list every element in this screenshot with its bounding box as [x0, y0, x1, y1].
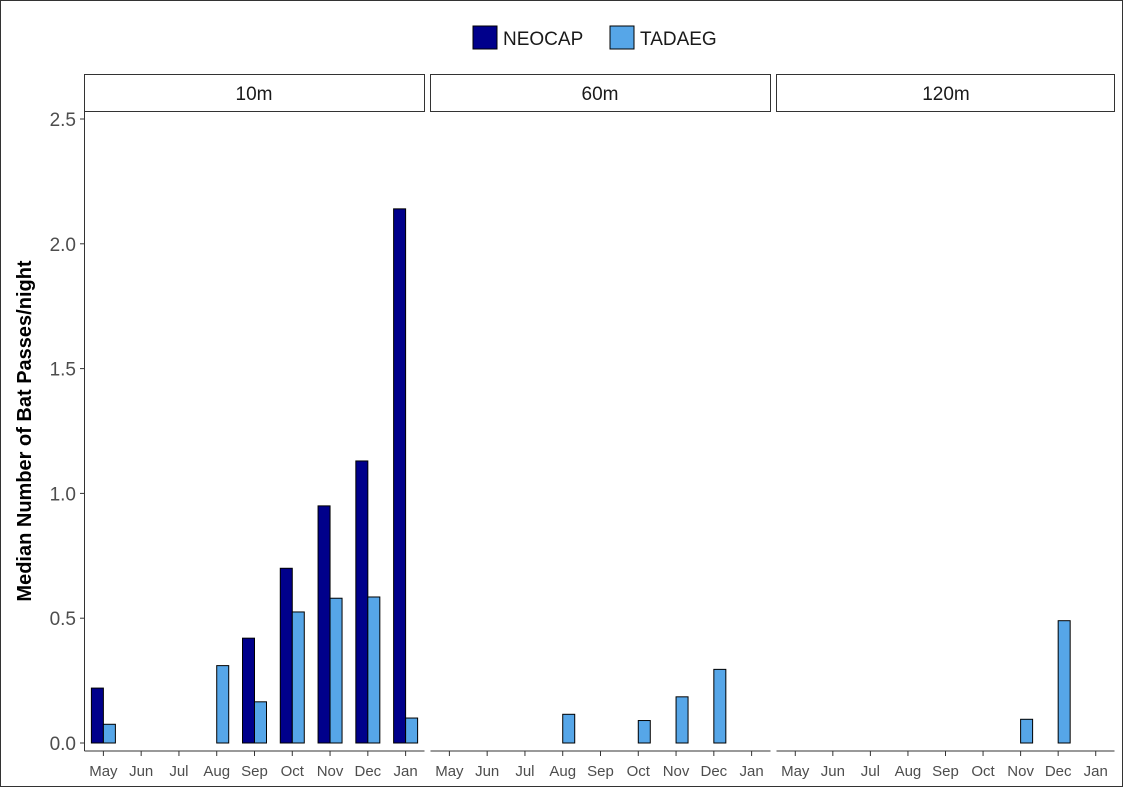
- bar-tadaeg-nov: [1020, 718, 1034, 744]
- bar-neocap-jan: [393, 208, 407, 744]
- x-tick-label: Jun: [129, 763, 153, 780]
- x-tick-label: Nov: [663, 763, 690, 780]
- bar-neocap-dec: [355, 460, 369, 744]
- bar-tadaeg-may: [102, 723, 116, 744]
- bar-tadaeg-oct: [291, 611, 305, 744]
- x-tick-label: Aug: [549, 763, 576, 780]
- x-tick-label: Sep: [241, 763, 268, 780]
- bar-tadaeg-oct: [637, 720, 651, 744]
- bar-tadaeg-nov: [329, 597, 343, 744]
- panel-10m: May Jun Jul Aug Sep Oct Nov Dec Jan: [84, 208, 425, 780]
- strip-label: 60m: [582, 84, 619, 105]
- strip-120m: 120m: [776, 74, 1115, 112]
- bar-tadaeg-dec: [1057, 620, 1071, 744]
- y-tick-label: 1.0: [50, 484, 76, 505]
- legend-key-tadaeg: [609, 25, 635, 50]
- strip-label: 10m: [236, 84, 273, 105]
- x-tick-label: Aug: [895, 763, 922, 780]
- x-tick-label: May: [89, 763, 118, 780]
- x-tick-label: Jan: [394, 763, 418, 780]
- x-tick-label: Dec: [1045, 763, 1072, 780]
- x-tick-label: Jun: [475, 763, 499, 780]
- x-tick-label: Dec: [700, 763, 727, 780]
- bar-tadaeg-sep: [254, 701, 267, 744]
- panel-60m: May Jun Jul Aug Sep Oct Nov Dec Jan: [430, 668, 771, 780]
- legend-key-neocap: [472, 25, 498, 50]
- x-tick-label: Jan: [740, 763, 764, 780]
- bar-tadaeg-dec: [367, 596, 381, 744]
- x-tick-label: Oct: [971, 763, 995, 780]
- x-tick-label: Dec: [354, 763, 381, 780]
- x-tick-label: Oct: [281, 763, 305, 780]
- x-tick-label: May: [435, 763, 464, 780]
- y-axis: 0.0 0.5 1.0 1.5 2.0 2.5: [50, 110, 85, 755]
- y-tick-label: 0.5: [50, 609, 76, 630]
- bar-tadaeg-aug: [562, 713, 576, 744]
- strip-box: [776, 74, 1115, 112]
- bar-tadaeg-nov: [675, 696, 689, 744]
- x-tick-label: Jul: [515, 763, 534, 780]
- x-tick-label: Jul: [861, 763, 880, 780]
- panel-120m: May Jun Jul Aug Sep Oct Nov Dec Jan: [776, 620, 1115, 780]
- x-tick-label: Sep: [587, 763, 614, 780]
- strip-60m: 60m: [430, 74, 771, 112]
- bar-neocap-may: [90, 687, 104, 744]
- x-tick-label: May: [781, 763, 810, 780]
- strip-10m: 10m: [84, 74, 425, 112]
- y-tick-label: 2.5: [50, 110, 76, 131]
- y-tick-label: 1.5: [50, 360, 76, 381]
- x-tick-label: Oct: [627, 763, 651, 780]
- strip-box: [84, 74, 425, 112]
- x-tick-label: Aug: [203, 763, 230, 780]
- bar-neocap-nov: [317, 505, 331, 744]
- y-ticks: 0.0 0.5 1.0 1.5 2.0 2.5: [50, 110, 85, 755]
- legend: NEOCAP TADAEG: [472, 25, 717, 50]
- strip-label: 120m: [922, 84, 970, 105]
- panels: May Jun Jul Aug Sep Oct Nov Dec Jan May Jun Jul Aug S…: [84, 208, 1115, 780]
- strip-box: [430, 74, 771, 112]
- bar-tadaeg-jan: [405, 717, 419, 744]
- bar-tadaeg-dec: [713, 668, 727, 744]
- x-tick-label: Jan: [1084, 763, 1108, 780]
- legend-label-neocap: NEOCAP: [503, 29, 583, 50]
- x-tick-label: Jul: [169, 763, 188, 780]
- y-axis-title: Median Number of Bat Passes/night: [14, 260, 36, 602]
- bar-neocap-sep: [242, 637, 255, 744]
- x-tick-label: Nov: [1007, 763, 1034, 780]
- legend-label-tadaeg: TADAEG: [640, 29, 717, 50]
- bar-neocap-oct: [279, 567, 293, 744]
- x-tick-label: Jun: [821, 763, 845, 780]
- x-tick-label: Sep: [932, 763, 959, 780]
- x-tick-label: Nov: [317, 763, 344, 780]
- bar-tadaeg-aug: [216, 665, 230, 744]
- y-tick-label: 0.0: [50, 734, 76, 755]
- y-tick-label: 2.0: [50, 235, 76, 256]
